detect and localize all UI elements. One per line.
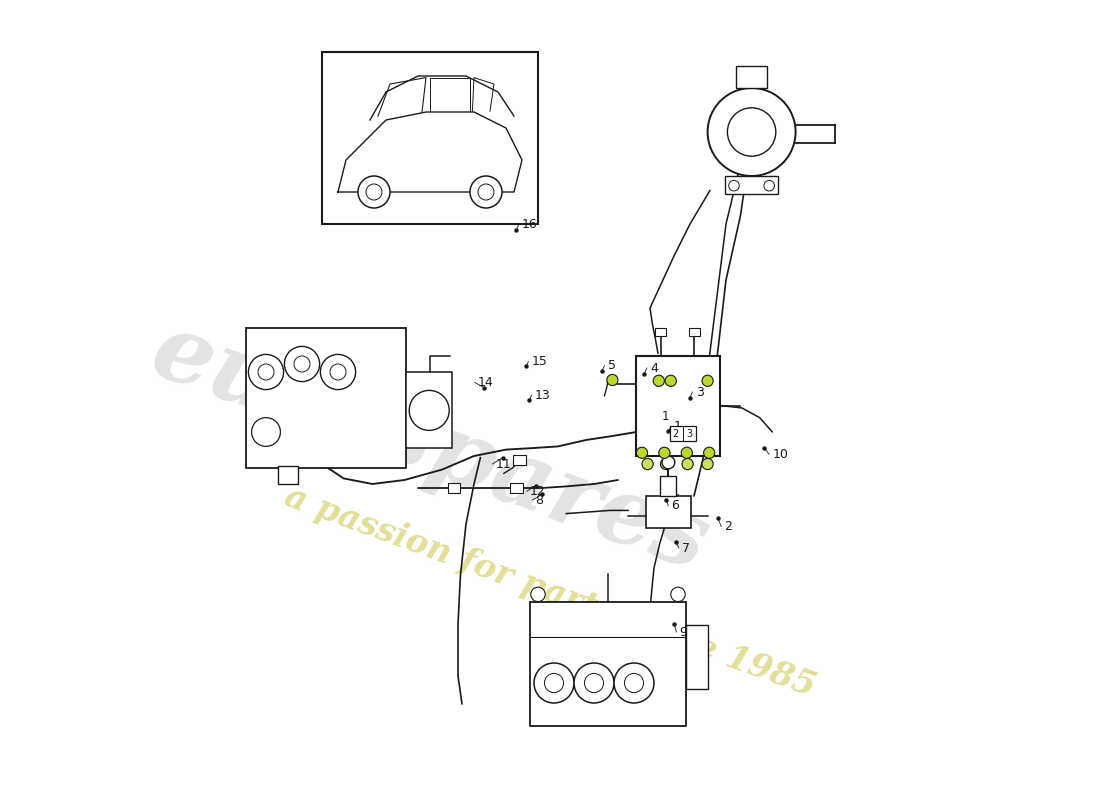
Text: 15: 15 (531, 355, 548, 368)
Bar (686, 626, 708, 689)
Circle shape (330, 364, 346, 380)
Text: a passion for parts since 1985: a passion for parts since 1985 (280, 480, 820, 704)
Circle shape (625, 674, 644, 693)
Bar (736, 66, 767, 88)
Circle shape (366, 184, 382, 200)
Circle shape (642, 458, 653, 470)
Circle shape (707, 88, 795, 176)
Text: 4: 4 (650, 362, 658, 374)
Circle shape (614, 663, 654, 703)
Circle shape (258, 364, 274, 380)
Circle shape (681, 447, 692, 458)
Circle shape (671, 587, 685, 602)
Circle shape (470, 176, 502, 208)
Circle shape (544, 674, 563, 693)
Text: 3: 3 (686, 429, 692, 438)
Bar (278, 466, 298, 484)
Text: 16: 16 (522, 218, 538, 230)
Circle shape (534, 663, 574, 703)
Circle shape (702, 375, 713, 386)
Text: 1: 1 (674, 420, 682, 433)
Bar (322, 52, 538, 224)
Circle shape (702, 458, 713, 470)
Bar (246, 328, 406, 468)
Circle shape (252, 418, 280, 446)
Text: 6: 6 (672, 499, 680, 512)
Circle shape (285, 346, 320, 382)
Bar (660, 476, 676, 496)
Text: 12: 12 (530, 485, 546, 498)
Circle shape (728, 180, 739, 191)
Circle shape (653, 375, 664, 386)
Circle shape (478, 184, 494, 200)
Text: 11: 11 (496, 458, 512, 470)
Circle shape (531, 587, 546, 602)
Bar (646, 496, 691, 528)
Bar (670, 426, 696, 441)
Circle shape (682, 458, 693, 470)
Bar (514, 455, 526, 465)
Circle shape (607, 374, 618, 386)
Text: 2: 2 (672, 429, 679, 438)
Text: 8: 8 (536, 494, 543, 506)
Text: 5: 5 (607, 359, 616, 372)
Circle shape (294, 356, 310, 372)
Circle shape (662, 456, 674, 469)
Circle shape (409, 390, 449, 430)
Circle shape (727, 108, 776, 156)
Circle shape (574, 663, 614, 703)
Bar (689, 328, 700, 336)
Bar (448, 483, 461, 493)
Bar (530, 602, 686, 726)
Text: 14: 14 (478, 376, 494, 389)
Bar (636, 356, 719, 456)
Circle shape (320, 354, 355, 390)
Text: 3: 3 (695, 386, 704, 398)
Text: 9: 9 (680, 626, 688, 638)
Circle shape (666, 375, 676, 386)
Text: 10: 10 (772, 448, 789, 461)
Bar (510, 483, 522, 493)
Bar (406, 372, 452, 448)
Text: 7: 7 (682, 542, 690, 554)
Text: 1: 1 (662, 410, 670, 423)
Circle shape (249, 354, 284, 390)
Text: eurospares: eurospares (140, 306, 720, 590)
Circle shape (659, 447, 670, 458)
Circle shape (358, 176, 390, 208)
Circle shape (660, 458, 672, 470)
Circle shape (637, 447, 648, 458)
Text: 2: 2 (725, 520, 733, 533)
Circle shape (763, 180, 774, 191)
Bar (656, 328, 667, 336)
Circle shape (704, 447, 715, 458)
Bar (725, 176, 778, 194)
Circle shape (584, 674, 604, 693)
Text: 13: 13 (535, 389, 550, 402)
